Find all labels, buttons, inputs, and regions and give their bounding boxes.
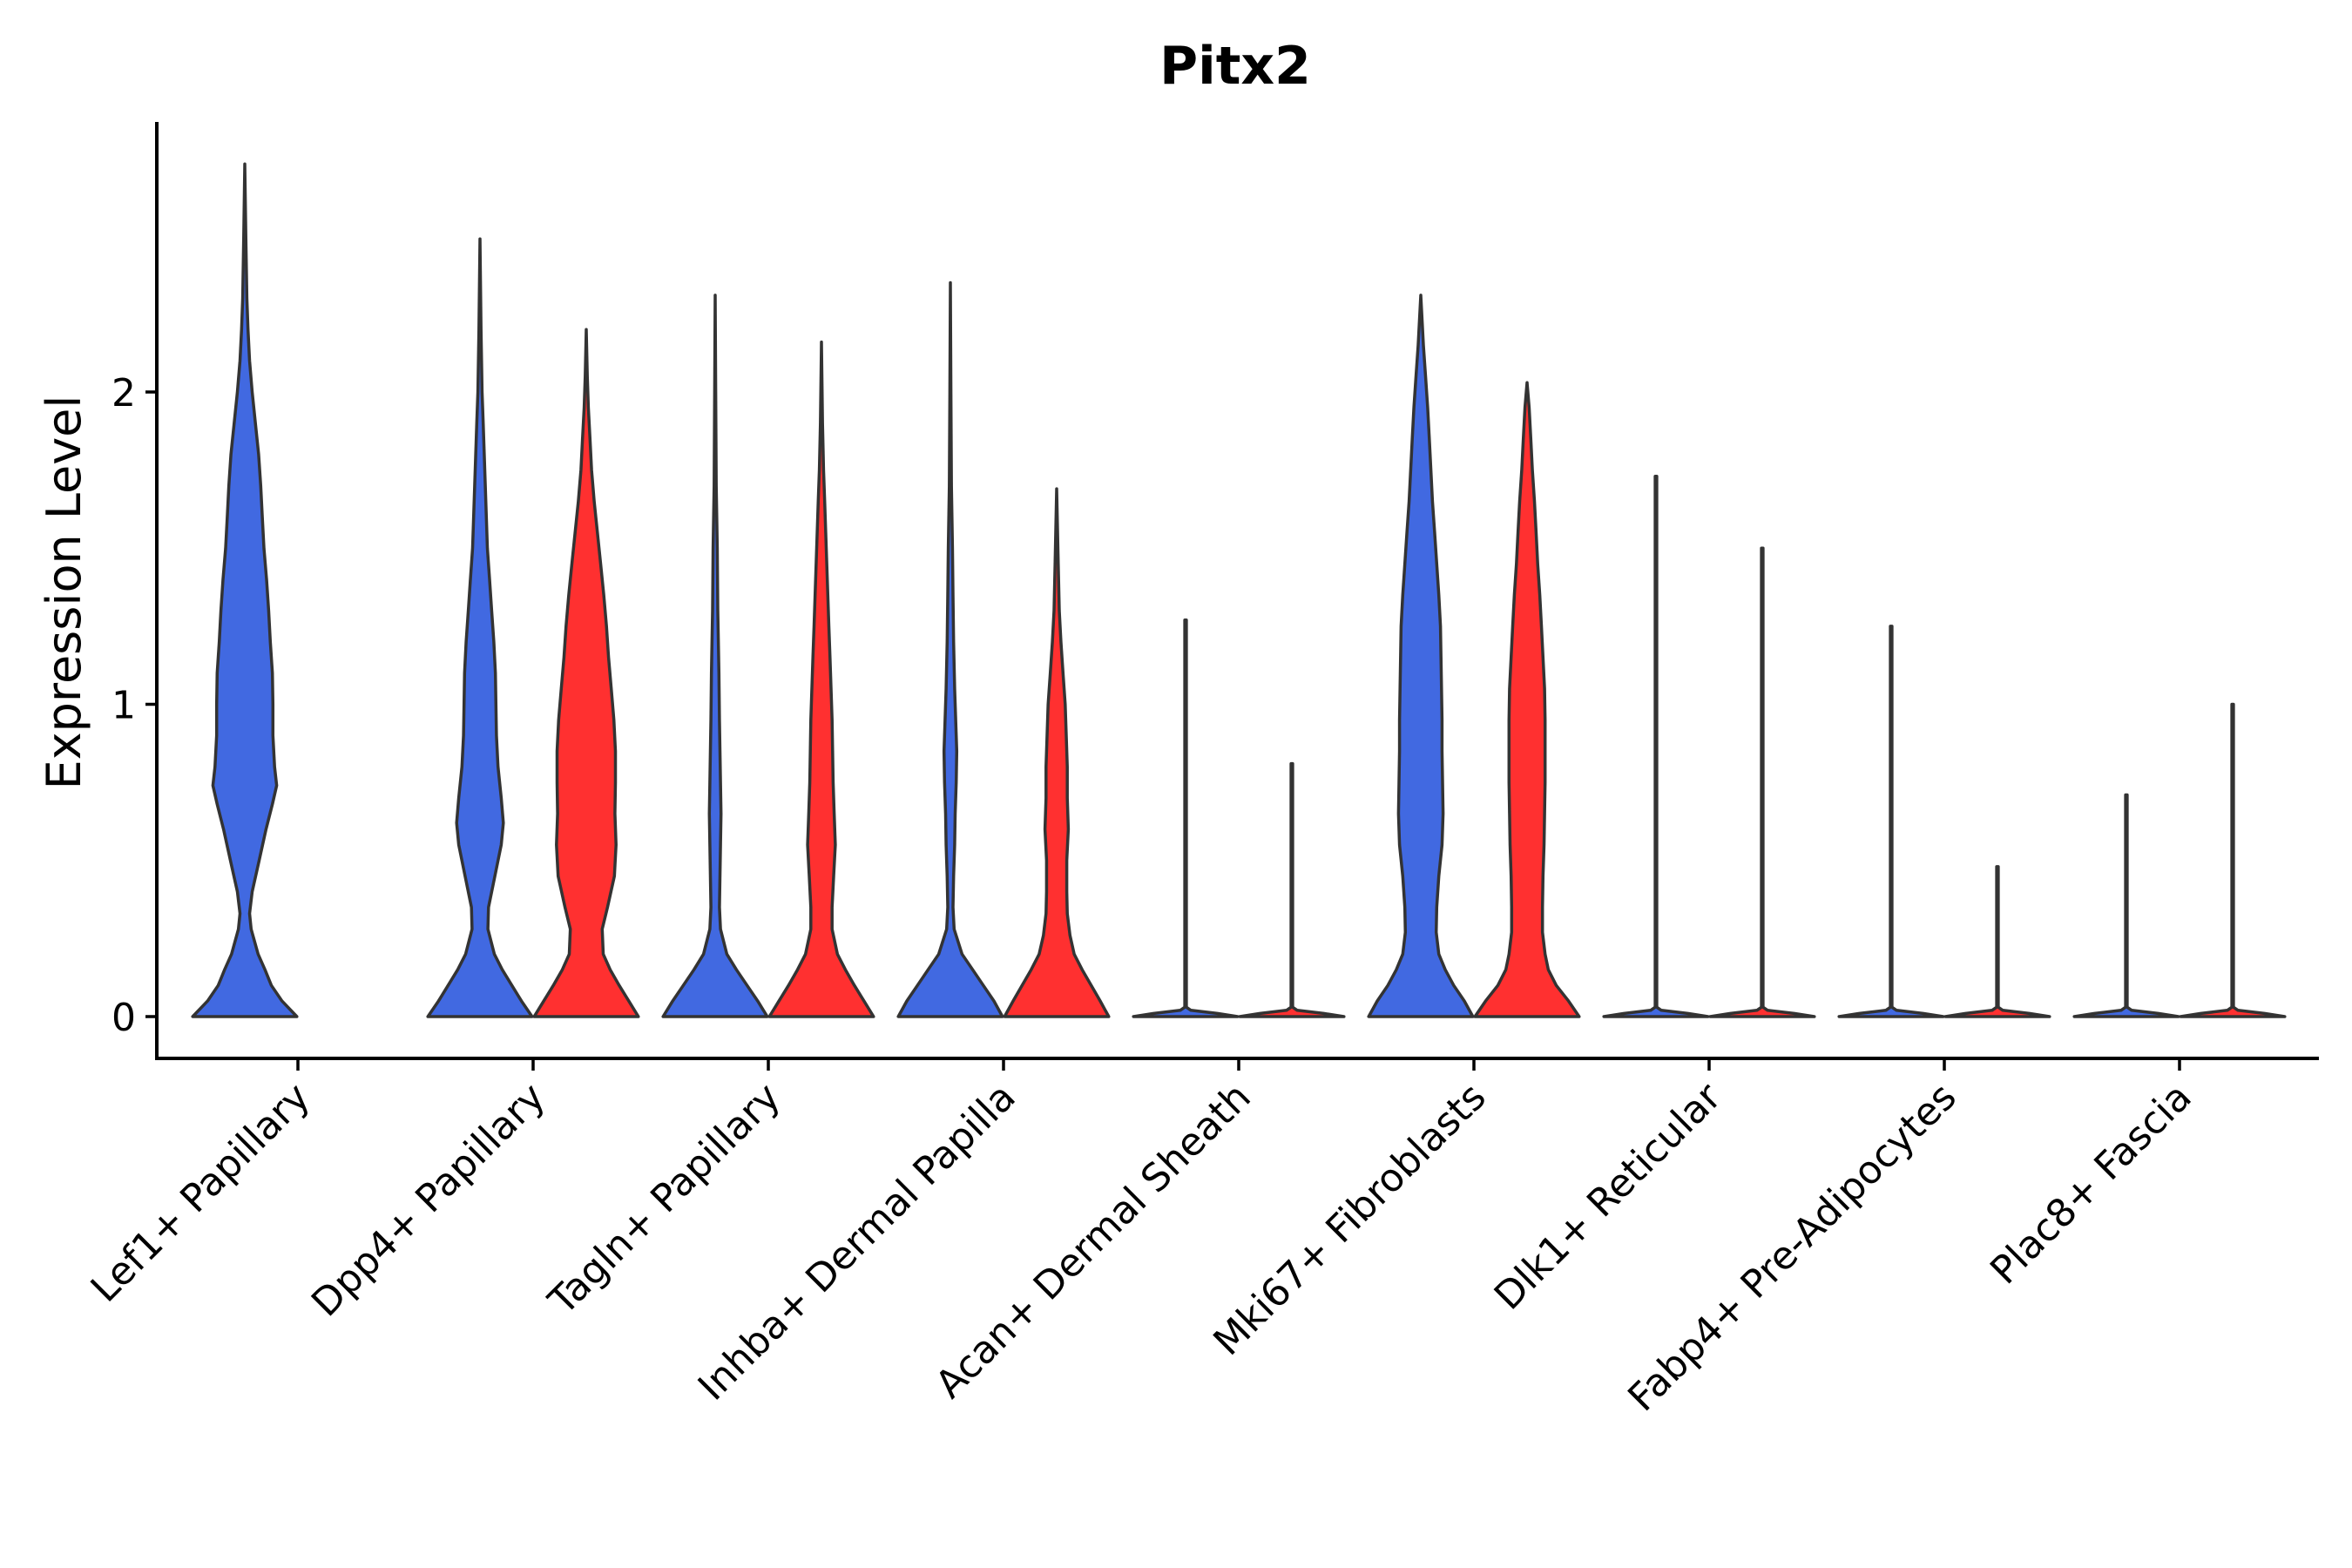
x-tick-label: Plac8+ Fascia xyxy=(1982,1075,2200,1294)
chart-title: Pitx2 xyxy=(1159,36,1311,97)
violin-tagln-papillary-group1 xyxy=(661,294,769,1018)
violin-fabp4-pre-adipocytes-group1 xyxy=(1837,625,1945,1018)
violin-acan-dermal-sheath-group2 xyxy=(1238,761,1346,1018)
violins-layer xyxy=(191,162,2287,1018)
violin-fabp4-pre-adipocytes-group2 xyxy=(1943,865,2051,1018)
violin-dlk1-reticular-group2 xyxy=(1708,546,1816,1018)
violin-inhba-dermal-papilla-group1 xyxy=(896,280,1004,1018)
axes xyxy=(155,122,2319,1060)
violin-plac8-fascia-group1 xyxy=(2072,793,2180,1018)
violin-mki67-fibroblasts-group2 xyxy=(1473,381,1581,1018)
violin-plac8-fascia-group2 xyxy=(2179,702,2287,1018)
x-tick-label: Dpp4+ Papillary xyxy=(303,1075,554,1326)
y-tick-label: 0 xyxy=(112,996,136,1040)
violin-dlk1-reticular-group1 xyxy=(1602,475,1710,1018)
x-tick-label: Lef1+ Papillary xyxy=(83,1075,319,1311)
x-tick-label: Tagln+ Papillary xyxy=(540,1075,789,1324)
x-tick-label: Dlk1+ Reticular xyxy=(1486,1074,1731,1319)
x-tick-label: Mki67+ Fibroblasts xyxy=(1205,1075,1494,1364)
y-ticks: 0 1 2 xyxy=(112,371,157,1040)
violin-dpp4-papillary-group1 xyxy=(426,237,534,1018)
violin-dpp4-papillary-group2 xyxy=(532,328,640,1018)
violin-mki67-fibroblasts-group1 xyxy=(1367,294,1475,1018)
violin-tagln-papillary-group2 xyxy=(767,340,875,1018)
violin-lef1-papillary-group1 xyxy=(191,162,299,1018)
violin-inhba-dermal-papilla-group2 xyxy=(1003,487,1111,1018)
violin-acan-dermal-sheath-group1 xyxy=(1132,618,1240,1018)
y-tick-label: 1 xyxy=(112,684,136,728)
y-axis-label: Expression Level xyxy=(37,395,91,790)
y-tick-label: 2 xyxy=(112,371,136,416)
